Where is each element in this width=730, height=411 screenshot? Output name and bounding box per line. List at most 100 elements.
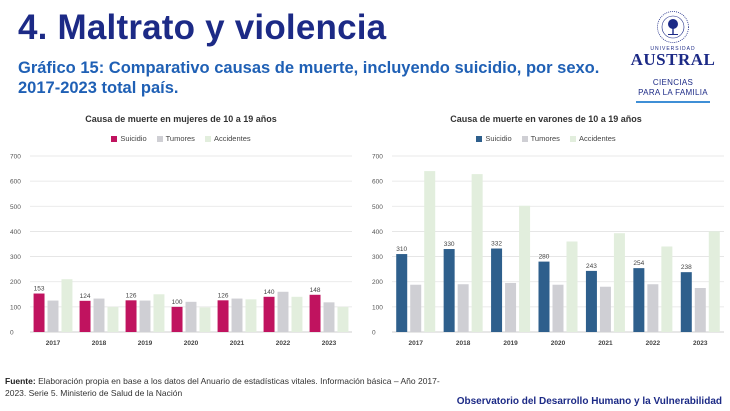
- data-label: 332: [491, 241, 502, 248]
- subtitle-line-2: 2017-2023 total país.: [18, 79, 179, 97]
- subtitle-line-1: Gráfico 15: Comparativo causas de muerte…: [18, 59, 600, 77]
- data-label: 153: [34, 286, 45, 293]
- legend-label: Tumores: [165, 134, 195, 143]
- bar-accidentes: [424, 171, 436, 332]
- bar-suicidio: [396, 254, 408, 332]
- legend-item-tumores: Tumores: [156, 134, 195, 143]
- chart-varones: Causa de muerte en varones de 10 a 19 añ…: [362, 108, 730, 358]
- logo-university-name: AUSTRAL: [630, 50, 716, 69]
- bar-tumores: [552, 284, 564, 332]
- legend-swatch: [521, 135, 528, 142]
- bar-tumores: [647, 284, 659, 332]
- bar-tumores: [277, 291, 289, 332]
- bar-tumores: [323, 302, 335, 332]
- logo-department-line-1: CIENCIAS: [652, 78, 694, 87]
- y-tick-label: 0: [10, 330, 14, 337]
- bar-suicidio: [491, 248, 503, 332]
- chart-title: Causa de muerte en mujeres de 10 a 19 añ…: [85, 114, 277, 124]
- legend-item-accidentes: Accidentes: [204, 134, 251, 143]
- bar-accidentes: [566, 241, 578, 332]
- y-tick-label: 300: [372, 254, 383, 261]
- bar-suicidio: [79, 300, 91, 332]
- bar-suicidio: [680, 272, 692, 332]
- y-tick-label: 700: [10, 154, 21, 161]
- bar-accidentes: [661, 246, 673, 332]
- x-tick-label: 2021: [598, 340, 613, 347]
- data-label: 310: [396, 246, 407, 253]
- legend-label: Suicidio: [485, 134, 512, 143]
- y-tick-label: 100: [10, 304, 21, 311]
- chart-plot: 0 100 200 300 400 500 600 700 310 2017 330 2018 332 2…: [372, 154, 724, 347]
- legend-swatch: [156, 135, 163, 142]
- bar-suicidio: [309, 294, 321, 332]
- chart-mujeres: Causa de muerte en mujeres de 10 a 19 añ…: [0, 108, 362, 358]
- chart-legend: Suicidio Tumores Accidentes: [362, 134, 730, 143]
- y-tick-label: 0: [372, 330, 376, 337]
- bar-tumores: [599, 286, 611, 332]
- data-label: 126: [218, 292, 229, 299]
- bar-tumores: [231, 298, 243, 332]
- data-label: 100: [172, 299, 183, 306]
- x-tick-label: 2017: [46, 340, 61, 347]
- data-label: 243: [586, 263, 597, 270]
- bar-accidentes: [245, 299, 257, 332]
- chart-legend: Suicidio Tumores Accidentes: [0, 134, 362, 143]
- logo-department: CIENCIAS PARA LA FAMILIA: [628, 78, 718, 98]
- data-label: 280: [539, 254, 550, 261]
- data-label: 124: [80, 293, 91, 300]
- x-tick-label: 2019: [503, 340, 518, 347]
- legend-label: Suicidio: [120, 134, 147, 143]
- x-tick-label: 2021: [230, 340, 245, 347]
- y-tick-label: 200: [10, 279, 21, 286]
- data-label: 254: [633, 260, 644, 267]
- bar-tumores: [47, 300, 59, 332]
- source-label: Fuente:: [5, 376, 36, 386]
- bar-accidentes: [107, 306, 119, 332]
- legend-label: Tumores: [530, 134, 560, 143]
- bar-accidentes: [471, 174, 483, 332]
- legend-label: Accidentes: [578, 134, 616, 143]
- bar-suicidio: [263, 296, 275, 332]
- data-label: 140: [264, 289, 275, 296]
- chart-plot: 0 100 200 300 400 500 600 700 153 2017 124 2018 126 2…: [10, 154, 352, 347]
- data-label: 148: [310, 287, 321, 294]
- chart-title: Causa de muerte en varones de 10 a 19 añ…: [450, 114, 642, 124]
- bar-tumores: [93, 298, 105, 332]
- x-tick-label: 2020: [184, 340, 199, 347]
- footer-observatory: Observatorio del Desarrollo Humano y la …: [456, 396, 722, 407]
- bar-accidentes: [337, 306, 349, 332]
- footer-source: Fuente: Elaboración propia en base a los…: [5, 376, 445, 399]
- y-tick-label: 300: [10, 254, 21, 261]
- legend-swatch: [204, 135, 211, 142]
- y-tick-label: 700: [372, 154, 383, 161]
- bar-accidentes: [519, 205, 531, 332]
- logo-underline: [636, 101, 710, 103]
- x-tick-label: 2020: [551, 340, 566, 347]
- legend-item-suicidio: Suicidio: [111, 134, 147, 143]
- logo-university-label: UNIVERSIDAD: [650, 46, 696, 52]
- bar-suicidio: [538, 261, 550, 332]
- bar-suicidio: [33, 293, 45, 332]
- x-tick-label: 2019: [138, 340, 153, 347]
- bar-accidentes: [61, 279, 73, 332]
- austral-logo: UNIVERSIDAD AUSTRAL CIENCIAS PARA LA FAM…: [628, 10, 718, 103]
- bar-suicidio: [633, 268, 645, 332]
- y-tick-label: 600: [10, 179, 21, 186]
- university-emblem-icon: [657, 11, 689, 43]
- page-title: 4. Maltrato y violencia: [18, 8, 387, 47]
- bar-suicidio: [217, 300, 229, 332]
- x-tick-label: 2023: [693, 340, 708, 347]
- y-tick-label: 500: [372, 204, 383, 211]
- chart-subtitle: Gráfico 15: Comparativo causas de muerte…: [18, 58, 599, 98]
- source-text: Elaboración propia en base a los datos d…: [5, 376, 440, 398]
- data-label: 238: [681, 264, 692, 271]
- x-tick-label: 2017: [408, 340, 423, 347]
- y-tick-label: 100: [372, 304, 383, 311]
- legend-swatch: [476, 135, 483, 142]
- bar-suicidio: [171, 306, 183, 332]
- y-tick-label: 200: [372, 279, 383, 286]
- bar-tumores: [139, 300, 151, 332]
- x-tick-label: 2018: [456, 340, 471, 347]
- bar-accidentes: [708, 231, 720, 332]
- logo-department-line-2: PARA LA FAMILIA: [638, 88, 708, 97]
